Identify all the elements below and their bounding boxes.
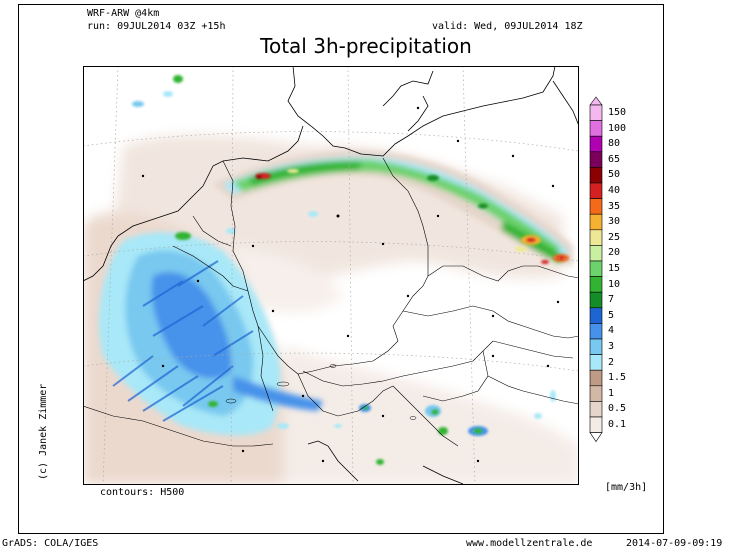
legend-label: 25: [608, 231, 621, 243]
plot-frame: [18, 4, 664, 534]
legend-swatch: [589, 198, 603, 215]
map-border: [83, 66, 579, 485]
footer-website: www.modellzentrale.de: [466, 538, 593, 549]
lakes: [225, 364, 417, 420]
legend-swatch: [589, 229, 603, 246]
contours-label: contours: H500: [100, 487, 185, 498]
legend-label: 20: [608, 247, 621, 259]
scattered-cells: [132, 75, 556, 465]
legend-arrow-bottom: [589, 432, 603, 443]
legend-swatch: [589, 323, 603, 340]
legend-label: 7: [608, 294, 615, 306]
legend-label: 0.1: [608, 419, 627, 430]
legend-swatch: [589, 167, 603, 184]
legend-label: 50: [608, 169, 621, 181]
graticule: [83, 66, 579, 485]
legend-swatch: [589, 182, 603, 199]
western-rain-area: [99, 232, 323, 436]
legend-label: 15: [608, 263, 621, 274]
legend-label: 1.5: [608, 372, 627, 384]
legend-swatch: [589, 135, 603, 153]
legend-swatch: [589, 291, 603, 309]
legend-swatch: [589, 104, 603, 121]
valid-label: valid: Wed, 09JUL2014 18Z: [432, 21, 583, 32]
legend-label: 100: [608, 122, 627, 134]
legend-label: 35: [608, 200, 621, 212]
footer-grads: GrADS: COLA/IGES: [2, 538, 99, 549]
legend-swatch: [589, 276, 603, 293]
precipitation-map: [83, 66, 579, 485]
legend-swatch: [589, 385, 603, 402]
credit-label: (c) Janek Zimmer: [38, 383, 49, 480]
legend-label: 65: [608, 153, 621, 165]
legend-swatch: [589, 369, 603, 387]
heavy-precip-cells: [255, 169, 569, 264]
legend-swatch: [589, 245, 603, 262]
legend-swatch: [589, 401, 603, 418]
legend-bar: [589, 96, 603, 443]
legend-label: 30: [608, 216, 621, 228]
legend-label: 150: [608, 107, 627, 118]
footer-timestamp: 2014-07-09-09:19: [626, 538, 723, 549]
legend-label: 3: [608, 341, 615, 352]
run-label: run: 09JUL2014 03Z +15h: [87, 21, 226, 32]
legend-label: 5: [608, 309, 615, 321]
units-label: [mm/3h]: [605, 482, 648, 493]
coastlines: [83, 66, 579, 485]
legend-arrow-top: [589, 96, 603, 106]
legend-swatch: [589, 260, 603, 277]
legend-swatch: [589, 120, 603, 137]
legend-swatch: [589, 338, 603, 355]
streak-cells: [112, 260, 254, 422]
legend-swatch: [589, 354, 603, 371]
legend-label: 2: [608, 356, 615, 368]
legend-swatch: [589, 416, 603, 433]
country-borders: [83, 157, 579, 447]
legend-swatch: [589, 213, 603, 231]
model-label: WRF-ARW @4km: [87, 8, 160, 19]
map-title: Total 3h-precipitation: [260, 34, 472, 58]
legend-label: 4: [608, 325, 615, 337]
legend-swatch: [589, 307, 603, 324]
legend-label: 80: [608, 138, 621, 150]
legend-label: 40: [608, 185, 621, 196]
legend-label: 10: [608, 278, 621, 290]
legend-label: 1: [608, 387, 615, 399]
legend-swatch: [589, 151, 603, 168]
station-markers: [141, 106, 560, 463]
legend-label: 0.5: [608, 403, 627, 415]
